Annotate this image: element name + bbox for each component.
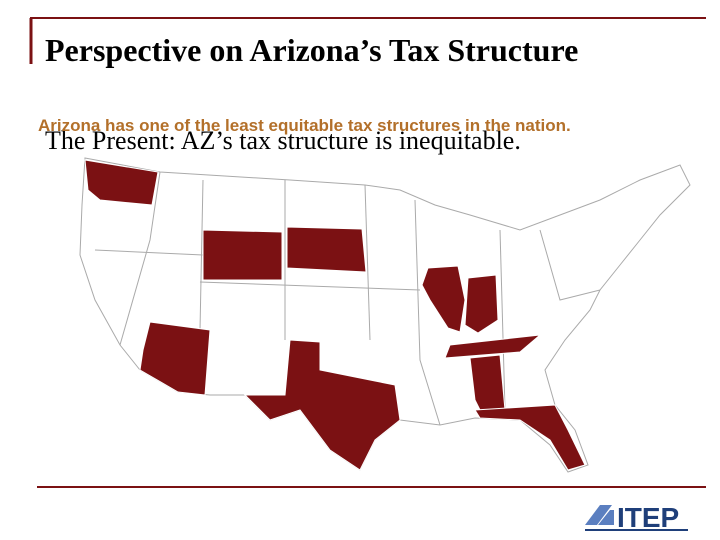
state-borders	[199, 281, 421, 291]
overlay-text: Arizona has one of the least equitable t…	[38, 116, 571, 135]
highlighted-states	[84, 159, 586, 471]
state-illinois	[421, 265, 466, 333]
state-borders	[539, 229, 601, 301]
state-borders	[364, 184, 371, 341]
state-borders	[499, 229, 506, 411]
state-texas	[243, 339, 401, 471]
subtitle: The Present: AZ’s tax structure is inequ…	[45, 126, 521, 155]
state-florida	[474, 404, 586, 471]
state-borders	[94, 249, 204, 256]
state-arizona	[139, 321, 211, 396]
title: Perspective on Arizona’s Tax Structure	[45, 32, 579, 68]
state-south-dakota	[286, 226, 367, 273]
logo-stripe	[598, 510, 614, 525]
logo-stripe	[585, 505, 612, 525]
state-borders	[414, 199, 441, 426]
state-indiana	[464, 274, 499, 334]
logo-icon	[585, 505, 614, 525]
state-tennessee	[444, 334, 542, 359]
state-borders	[119, 171, 161, 346]
state-wyoming	[202, 229, 283, 281]
state-washington	[84, 159, 159, 206]
logo-text: ITEP	[617, 502, 680, 533]
